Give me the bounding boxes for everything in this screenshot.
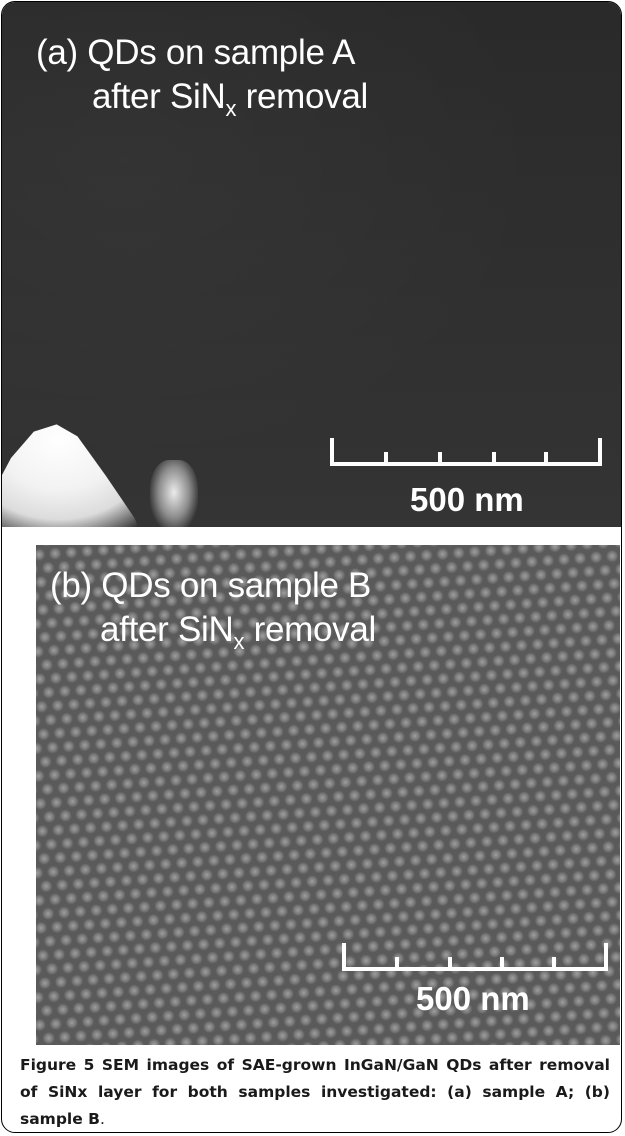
sem-image-panel-b: (b) QDs on sample B after SiNx removal 5… bbox=[36, 545, 620, 1045]
panel-a-title-subscript: x bbox=[225, 96, 237, 121]
scale-bar-tick bbox=[448, 957, 452, 971]
scale-bar-tick bbox=[330, 438, 334, 466]
panel-a-title-suffix: removal bbox=[236, 77, 369, 116]
scale-bar-tick bbox=[544, 452, 548, 466]
sem-image-panel-a: (a) QDs on sample A after SiNx removal 5… bbox=[2, 2, 621, 527]
scale-bar-tick bbox=[395, 957, 399, 971]
figure-caption: Figure 5 SEM images of SAE-grown InGaN/G… bbox=[20, 1052, 610, 1132]
scale-bar-tick bbox=[500, 957, 504, 971]
caption-text: SEM images of SAE-grown InGaN/GaN QDs af… bbox=[20, 1056, 610, 1128]
panel-b-title-suffix: removal bbox=[244, 610, 377, 649]
scale-bar-tick bbox=[552, 957, 556, 971]
scale-bar-label-b: 500 nm bbox=[416, 980, 530, 1017]
scale-bar-label-a: 500 nm bbox=[410, 481, 524, 518]
panel-a-title-line1: (a) QDs on sample A bbox=[36, 33, 356, 72]
scale-bar-line bbox=[330, 462, 602, 466]
caption-period: . bbox=[99, 1110, 105, 1128]
scale-bar-tick bbox=[598, 438, 602, 466]
panel-a-title-line2: after SiNx removal bbox=[92, 76, 368, 130]
figure-number: Figure 5 bbox=[20, 1056, 95, 1074]
scale-bar-line bbox=[342, 967, 608, 971]
scale-bar-tick bbox=[384, 452, 388, 466]
scale-bar-tick bbox=[342, 943, 346, 971]
scale-bar-tick bbox=[492, 452, 496, 466]
scale-bar-a bbox=[330, 438, 602, 466]
panel-b-title-line1: (b) QDs on sample B bbox=[50, 566, 372, 605]
panel-b-title-prefix: after SiN bbox=[100, 610, 234, 649]
scale-bar-tick bbox=[604, 943, 608, 971]
bright-surface-feature-small bbox=[150, 460, 198, 527]
panel-a-title-prefix: after SiN bbox=[92, 77, 226, 116]
scale-bar-b bbox=[342, 943, 608, 971]
panel-b-title-subscript: x bbox=[233, 629, 245, 654]
scale-bar-tick bbox=[438, 452, 442, 466]
panel-b-title-line2: after SiNx removal bbox=[100, 609, 376, 663]
